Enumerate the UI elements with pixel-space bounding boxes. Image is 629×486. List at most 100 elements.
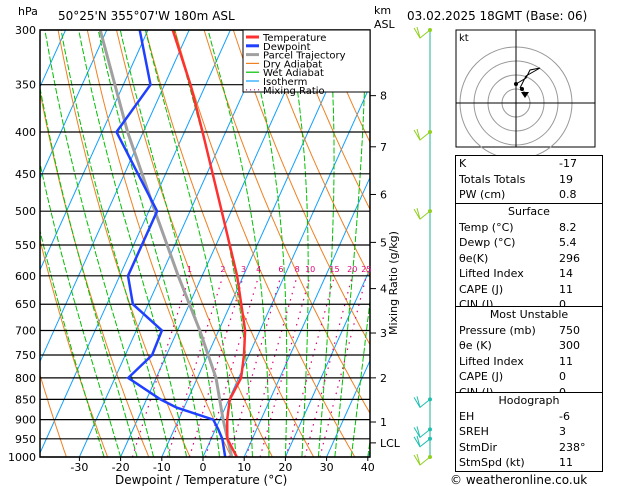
value: 3 [559, 425, 566, 438]
isotherm-line [284, 267, 370, 457]
value: -17 [559, 157, 577, 170]
x-tick-label: -30 [70, 461, 88, 474]
mixing-ratio-label: 1 [187, 265, 192, 274]
hodograph-trace [515, 67, 541, 89]
mixing-ratio-line [228, 275, 282, 457]
value: 19 [559, 172, 573, 186]
x-tick-label: 10 [237, 461, 251, 474]
wind-barb [413, 435, 431, 448]
km-tick-label: LCL [380, 437, 401, 450]
wet-adiabat-line [40, 85, 138, 457]
mixing-ratio-label: 3 [241, 265, 246, 274]
x-tick-label: -10 [153, 461, 171, 474]
hodograph-unit: kt [459, 33, 469, 44]
plot-frame [39, 29, 371, 458]
wet-adiabat-line [97, 30, 204, 457]
value: 11 [559, 456, 573, 469]
label: Lifted Index [459, 354, 524, 368]
pressure-tick-label: 950 [15, 433, 36, 446]
km-tick-label: 1 [380, 416, 387, 429]
value: 0 [559, 370, 566, 383]
mixing-ratio-line [285, 275, 336, 457]
mixing-ratio-label: 15 [329, 265, 339, 274]
label: Dewp (°C) [459, 236, 516, 249]
label: θe (K) [459, 339, 492, 352]
storm-motion-marker [521, 92, 529, 98]
value: 0 [559, 298, 566, 311]
mixing-ratio-line [245, 275, 298, 457]
value: 8.2 [559, 220, 577, 234]
value: 11 [559, 282, 573, 296]
most-unstable-table: Most Unstable Pressure (mb) 750 θe (K) 300 L… [455, 306, 603, 401]
km-tick-label: 8 [380, 90, 387, 103]
wet-adiabat-line [40, 228, 105, 457]
label: CAPE (J) [459, 370, 504, 383]
mixing-ratio-label: 10 [305, 265, 315, 274]
indices-table: K -17 Totals Totals 19 PW (cm) 0.8 [455, 155, 603, 204]
label: Totals Totals [459, 172, 526, 186]
x-tick-label: 0 [200, 461, 207, 474]
mixing-ratio-label: 6 [278, 265, 283, 274]
x-tick-label: 30 [320, 461, 334, 474]
dry-adiabat-line [174, 30, 356, 457]
wind-barb [413, 128, 431, 141]
datetime-title: 03.02.2025 18GMT (Base: 06) [407, 9, 587, 23]
label: EH [459, 409, 475, 423]
km-tick-label: 3 [380, 327, 387, 340]
legend-label: Parcel Trajectory [263, 51, 346, 62]
pressure-tick-label: 600 [15, 270, 36, 283]
isotherm-line [40, 30, 108, 180]
isotherm-line [40, 30, 190, 363]
mixing-ratio-line [304, 275, 353, 457]
value: 11 [559, 354, 573, 368]
pressure-tick-label: 550 [15, 239, 36, 252]
dry-adiabat-line [57, 30, 191, 457]
wind-barb [413, 26, 431, 39]
dry-adiabat-line [261, 30, 370, 278]
dry-adiabat-line [203, 30, 370, 415]
wet-adiabat-line [119, 30, 220, 457]
location-title: 50°25'N 355°07'W 180m ASL [58, 9, 235, 23]
wind-barbs [413, 26, 432, 466]
hodograph-frame [455, 29, 596, 148]
pressure-tick-label: 300 [15, 24, 36, 37]
pressure-tick-label: 700 [15, 325, 36, 338]
section-title: Surface [508, 205, 550, 218]
label: θe(K) [459, 251, 489, 265]
section-title: Most Unstable [489, 308, 569, 321]
wet-adiabat-line [245, 30, 288, 457]
value: 0.8 [559, 188, 577, 201]
wet-adiabat-line [350, 296, 370, 457]
hodograph-table: Hodograph EH -6 SREH 3 StmDir 238° StmSpd (kt)… [455, 392, 603, 472]
isotherm-line [243, 176, 370, 457]
value: 300 [559, 339, 580, 352]
pressure-tick-label: 400 [15, 126, 36, 139]
label: Pressure (mb) [459, 323, 536, 337]
wet-adiabat-line [40, 161, 122, 457]
isotherm-line [40, 30, 67, 89]
km-unit: km [374, 4, 391, 17]
legend-label: Dewpoint [263, 42, 311, 53]
pressure-tick-label: 450 [15, 168, 36, 181]
x-tick-label: 20 [278, 461, 292, 474]
legend-label: Dry Adiabat [263, 59, 322, 70]
km-tick-label: 2 [380, 372, 387, 385]
legend-label: Wet Adiabat [263, 68, 324, 79]
dry-adiabat-line [291, 30, 370, 211]
dry-adiabat-line [40, 89, 150, 457]
value: 750 [559, 323, 580, 337]
pressure-tick-label: 750 [15, 349, 36, 362]
wind-barb [413, 426, 431, 439]
label: StmSpd (kt) [459, 456, 525, 469]
mixing-ratio-label: 25 [361, 265, 371, 274]
wind-barb [413, 396, 431, 409]
km-tick-label: 5 [380, 236, 387, 249]
km-tick-label: 4 [380, 283, 387, 296]
x-axis-label: Dewpoint / Temperature (°C) [115, 473, 287, 486]
x-tick-label: 40 [361, 461, 375, 474]
isotherm-line [40, 30, 149, 272]
dry-adiabat-line [86, 30, 232, 457]
pressure-unit: hPa [18, 5, 38, 18]
